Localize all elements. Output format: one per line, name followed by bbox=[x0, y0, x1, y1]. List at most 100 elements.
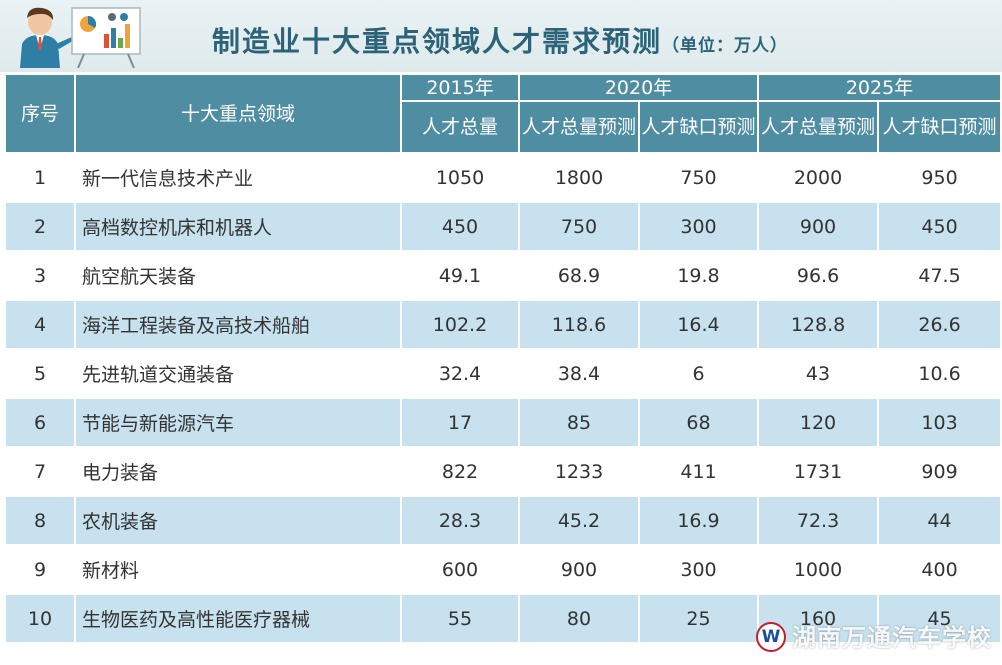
cell-2025-total: 43 bbox=[757, 348, 880, 399]
cell-index: 3 bbox=[4, 250, 76, 301]
teacher-presentation-icon bbox=[20, 7, 141, 68]
cell-2020-total: 45.2 bbox=[518, 495, 640, 546]
cell-field: 农机装备 bbox=[74, 495, 402, 546]
cell-2025-total: 72.3 bbox=[757, 495, 880, 546]
cell-2025-gap: 47.5 bbox=[877, 250, 1002, 301]
col-header-index: 序号 bbox=[4, 73, 76, 154]
school-watermark: W 湖南万通汽车学校 HUNAN WONTONE AUTOMOTIVE COLL… bbox=[752, 618, 1000, 662]
cell-2025-total: 128.8 bbox=[757, 299, 880, 350]
cell-index: 8 bbox=[4, 495, 76, 546]
table-row: 10 生物医药及高性能医疗器械 55 80 25 160 45 bbox=[4, 593, 1002, 644]
watermark-english: HUNAN WONTONE AUTOMOTIVE COLLEGE bbox=[794, 649, 996, 658]
cell-2015-total: 28.3 bbox=[400, 495, 520, 546]
cell-index: 7 bbox=[4, 446, 76, 497]
table-body: 1 新一代信息技术产业 1050 1800 750 2000 950 2 高档数… bbox=[4, 152, 1002, 644]
cell-2025-gap: 45 bbox=[877, 593, 1002, 644]
cell-field: 生物医药及高性能医疗器械 bbox=[74, 593, 402, 644]
table-row: 8 农机装备 28.3 45.2 16.9 72.3 44 bbox=[4, 495, 1002, 546]
cell-2025-total: 120 bbox=[757, 397, 880, 448]
cell-2025-total: 1000 bbox=[757, 544, 880, 595]
table-row: 6 节能与新能源汽车 17 85 68 120 103 bbox=[4, 397, 1002, 448]
cell-2020-gap: 19.8 bbox=[637, 250, 760, 301]
cell-2020-gap: 300 bbox=[637, 201, 760, 252]
cell-field: 新一代信息技术产业 bbox=[74, 152, 402, 203]
cell-2025-gap: 909 bbox=[877, 446, 1002, 497]
title-text: 制造业十大重点领域人才需求预测 bbox=[212, 25, 663, 58]
cell-2025-total: 96.6 bbox=[757, 250, 880, 301]
cell-2025-total: 900 bbox=[757, 201, 880, 252]
watermark-name: 湖南万通汽车学校 bbox=[792, 624, 992, 652]
col-header-2020-total: 人才总量预测 bbox=[518, 100, 640, 154]
table-row: 4 海洋工程装备及高技术船舶 102.2 118.6 16.4 128.8 26… bbox=[4, 299, 1002, 350]
cell-2020-gap: 68 bbox=[637, 397, 760, 448]
cell-2020-total: 750 bbox=[518, 201, 640, 252]
cell-2015-total: 55 bbox=[400, 593, 520, 644]
table-row: 5 先进轨道交通装备 32.4 38.4 6 43 10.6 bbox=[4, 348, 1002, 399]
cell-2025-total: 1731 bbox=[757, 446, 880, 497]
table-row: 3 航空航天装备 49.1 68.9 19.8 96.6 47.5 bbox=[4, 250, 1002, 301]
cell-field: 先进轨道交通装备 bbox=[74, 348, 402, 399]
cell-index: 6 bbox=[4, 397, 76, 448]
cell-2015-total: 102.2 bbox=[400, 299, 520, 350]
col-header-2025: 2025年 bbox=[757, 73, 1002, 102]
col-header-2020: 2020年 bbox=[517, 73, 760, 102]
cell-2020-gap: 16.4 bbox=[637, 299, 760, 350]
cell-index: 1 bbox=[4, 152, 76, 203]
table-row: 7 电力装备 822 1233 411 1731 909 bbox=[4, 446, 1002, 497]
cell-index: 4 bbox=[4, 299, 76, 350]
cell-2020-gap: 25 bbox=[637, 593, 760, 644]
cell-index: 9 bbox=[4, 544, 76, 595]
cell-2020-gap: 16.9 bbox=[637, 495, 760, 546]
cell-2020-gap: 411 bbox=[637, 446, 760, 497]
cell-2020-total: 1800 bbox=[518, 152, 640, 203]
col-header-field: 十大重点领域 bbox=[74, 73, 402, 154]
talent-demand-table: 序号 十大重点领域 2015年 2020年 2025年 人才总量 人才总量预测 … bbox=[4, 73, 1002, 644]
cell-2025-gap: 450 bbox=[877, 201, 1002, 252]
cell-index: 5 bbox=[4, 348, 76, 399]
table-row: 1 新一代信息技术产业 1050 1800 750 2000 950 bbox=[4, 152, 1002, 203]
cell-2020-total: 80 bbox=[518, 593, 640, 644]
cell-2025-gap: 400 bbox=[877, 544, 1002, 595]
page-title: 制造业十大重点领域人才需求预测（单位：万人） bbox=[212, 20, 788, 60]
cell-index: 2 bbox=[4, 201, 76, 252]
col-header-2015-total: 人才总量 bbox=[400, 100, 520, 154]
cell-2020-gap: 6 bbox=[637, 348, 760, 399]
cell-field: 航空航天装备 bbox=[74, 250, 402, 301]
cell-field: 新材料 bbox=[74, 544, 402, 595]
cell-2025-gap: 103 bbox=[877, 397, 1002, 448]
table-row: 2 高档数控机床和机器人 450 750 300 900 450 bbox=[4, 201, 1002, 252]
cell-2020-total: 38.4 bbox=[518, 348, 640, 399]
cell-2020-total: 118.6 bbox=[518, 299, 640, 350]
table-row: 9 新材料 600 900 300 1000 400 bbox=[4, 544, 1002, 595]
col-header-2015: 2015年 bbox=[400, 73, 520, 102]
cell-2015-total: 822 bbox=[400, 446, 520, 497]
cell-field: 节能与新能源汽车 bbox=[74, 397, 402, 448]
cell-2020-gap: 300 bbox=[637, 544, 760, 595]
school-logo-icon: W bbox=[756, 622, 786, 652]
cell-2015-total: 17 bbox=[400, 397, 520, 448]
cell-2020-total: 85 bbox=[518, 397, 640, 448]
cell-2025-gap: 44 bbox=[877, 495, 1002, 546]
cell-2015-total: 1050 bbox=[400, 152, 520, 203]
cell-field: 电力装备 bbox=[74, 446, 402, 497]
cell-2020-gap: 750 bbox=[637, 152, 760, 203]
col-header-2025-gap: 人才缺口预测 bbox=[877, 100, 1002, 154]
cell-field: 高档数控机床和机器人 bbox=[74, 201, 402, 252]
cell-2025-total: 2000 bbox=[757, 152, 880, 203]
col-header-2020-gap: 人才缺口预测 bbox=[637, 100, 760, 154]
cell-2020-total: 1233 bbox=[518, 446, 640, 497]
unit-label: （单位：万人） bbox=[662, 36, 789, 56]
cell-2020-total: 68.9 bbox=[518, 250, 640, 301]
cell-2020-total: 900 bbox=[518, 544, 640, 595]
cell-2015-total: 49.1 bbox=[400, 250, 520, 301]
cell-2025-gap: 26.6 bbox=[877, 299, 1002, 350]
cell-2015-total: 450 bbox=[400, 201, 520, 252]
cell-index: 10 bbox=[4, 593, 76, 644]
cell-field: 海洋工程装备及高技术船舶 bbox=[74, 299, 402, 350]
cell-2015-total: 32.4 bbox=[400, 348, 520, 399]
cell-2025-gap: 10.6 bbox=[877, 348, 1002, 399]
col-header-2025-total: 人才总量预测 bbox=[757, 100, 880, 154]
header-banner: 制造业十大重点领域人才需求预测（单位：万人） bbox=[0, 0, 1002, 72]
cell-2025-gap: 950 bbox=[877, 152, 1002, 203]
cell-2015-total: 600 bbox=[400, 544, 520, 595]
